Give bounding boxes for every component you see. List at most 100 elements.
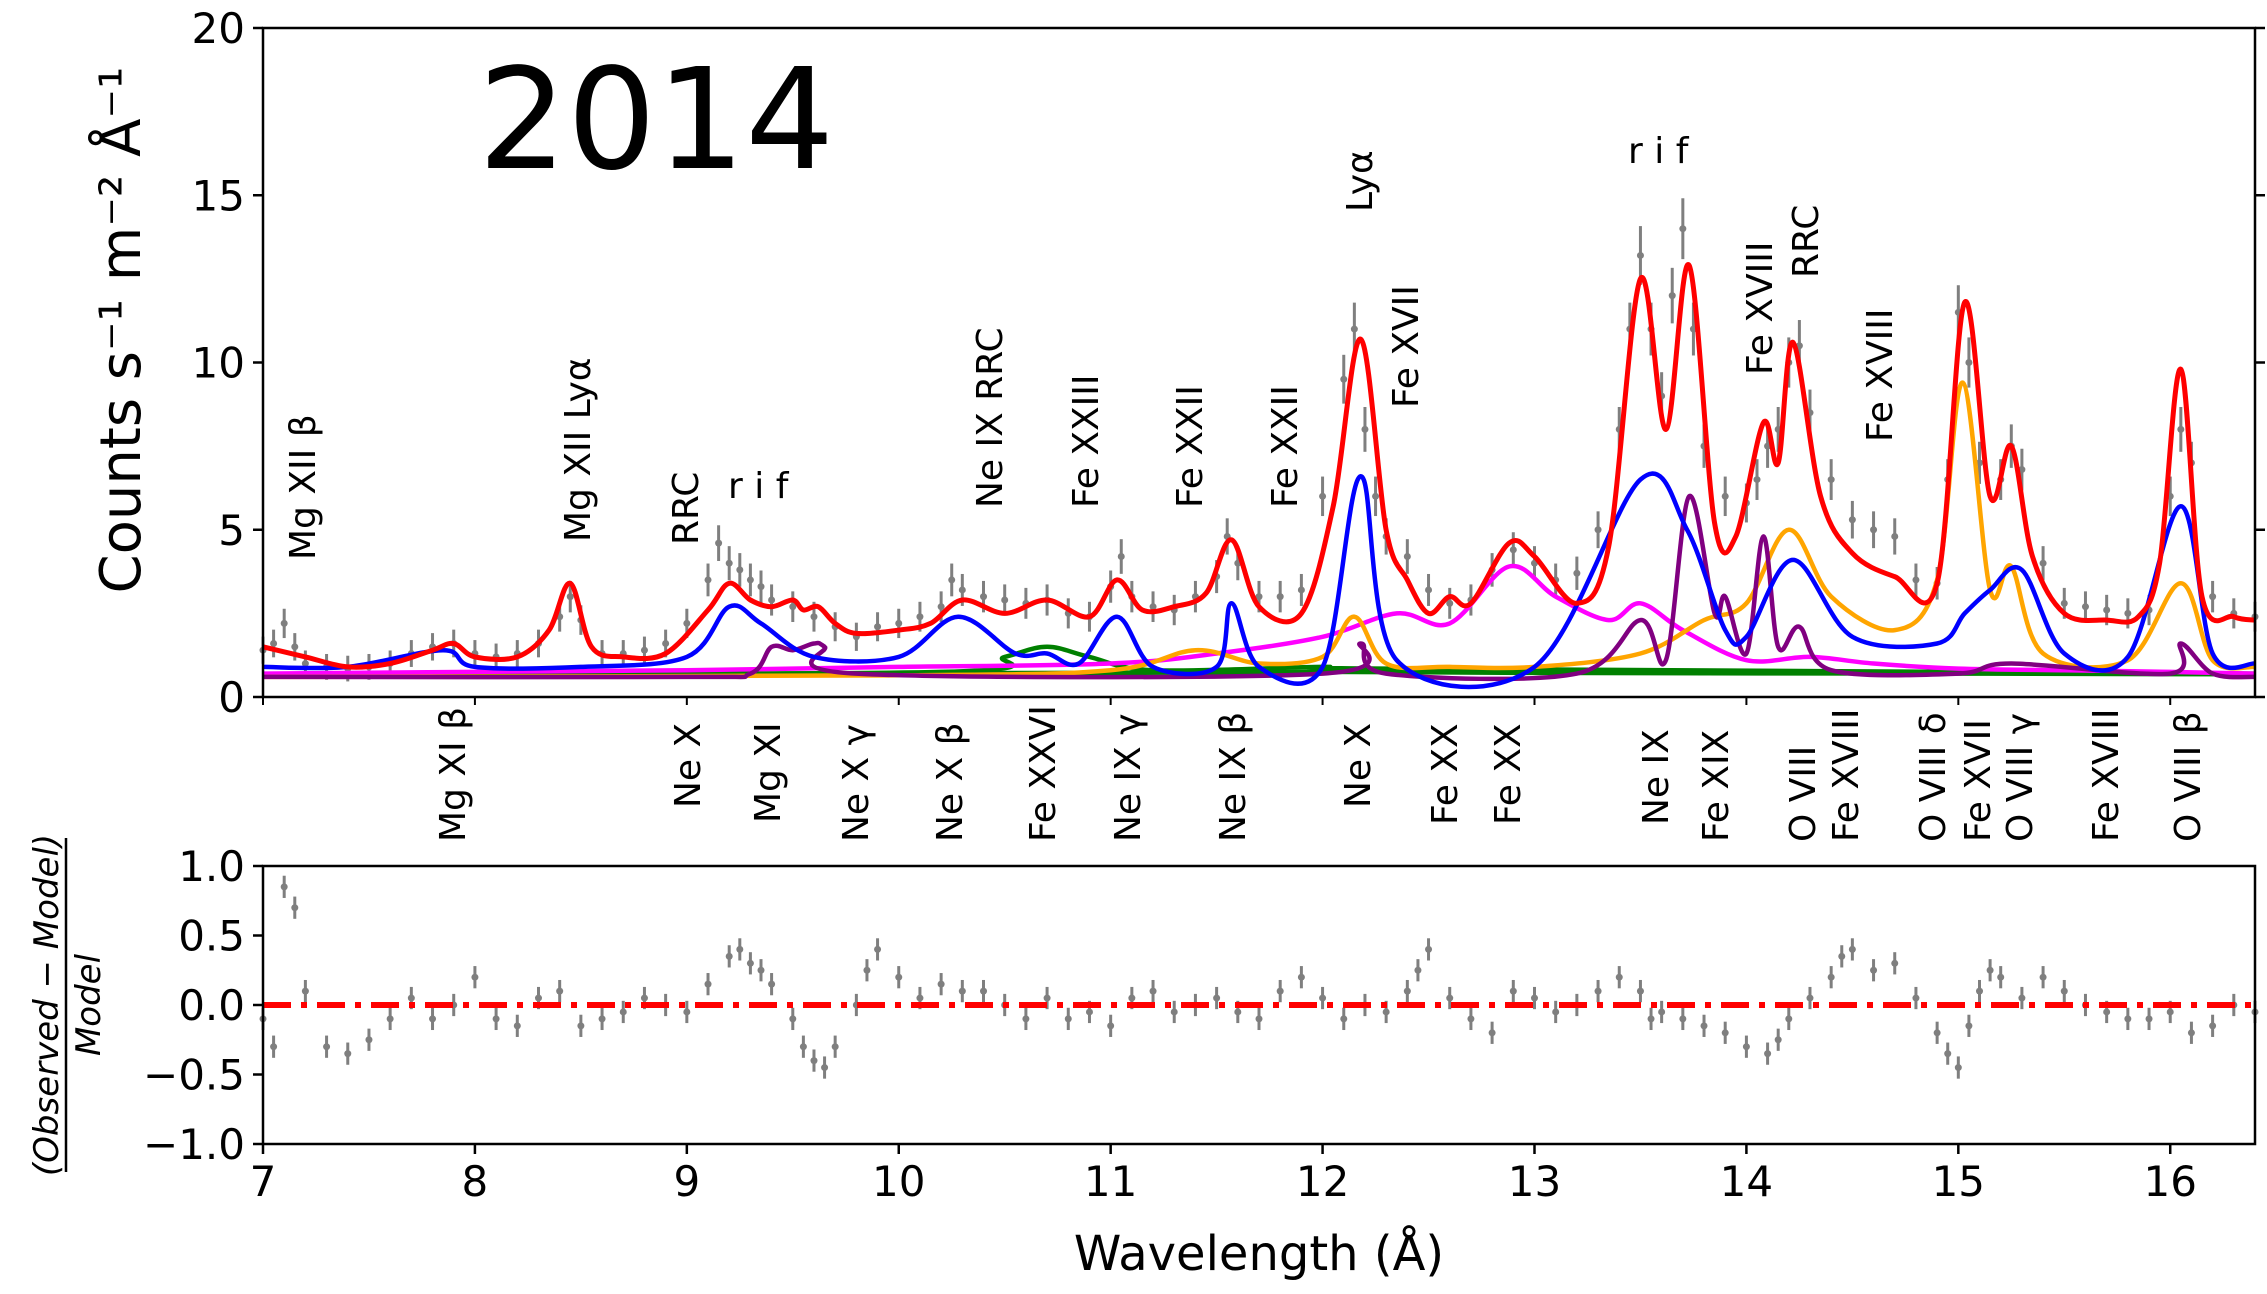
observed-point — [1403, 553, 1411, 561]
residual-point — [429, 1015, 437, 1023]
observed-point — [2124, 609, 2132, 617]
top-line-labels: Mg XII β Mg XII Lyα RRC r i f Ne IX RRC … — [283, 131, 1901, 560]
residual-point — [937, 980, 945, 988]
observed-point — [874, 623, 882, 631]
line-label-ne9-beta: Ne IX β — [1213, 712, 1254, 842]
residual-ylabel-numerator: (Observed − Model) — [27, 834, 67, 1176]
residual-point — [1446, 994, 1454, 1002]
line-label-fe17: Fe XVII — [1386, 285, 1427, 408]
residual-point — [757, 966, 765, 974]
line-label-o8-beta: O VIII β — [2168, 711, 2209, 842]
line-label-ne9: Ne IX — [1636, 729, 1677, 825]
residual-y-tick-label: 0.0 — [178, 981, 245, 1030]
line-label-fe22-2: Fe XXII — [1265, 385, 1306, 508]
residual-point — [1255, 1015, 1263, 1023]
residual-point — [1636, 987, 1644, 995]
residual-point — [799, 1043, 807, 1051]
observed-point — [1870, 526, 1878, 534]
x-tick-label: 8 — [462, 1157, 489, 1206]
observed-point — [1509, 546, 1517, 554]
residual-point — [2060, 987, 2068, 995]
line-label-ne9-gamma: Ne IX γ — [1108, 713, 1149, 842]
residual-point — [1615, 973, 1623, 981]
residual-point — [1509, 987, 1517, 995]
residual-point — [863, 966, 871, 974]
line-label-o8-gamma: O VIII γ — [2000, 713, 2041, 842]
residual-point — [1170, 1008, 1178, 1016]
residual-point — [1425, 945, 1433, 953]
observed-point — [757, 583, 765, 591]
observed-point — [1446, 599, 1454, 607]
residual-point — [1986, 966, 1994, 974]
observed-point — [958, 586, 966, 594]
observed-point — [1255, 593, 1263, 601]
x-tick-label: 11 — [1084, 1157, 1137, 1206]
residual-y-tick-label: 0.5 — [178, 912, 245, 961]
observed-point — [937, 603, 945, 611]
residual-point — [492, 1015, 500, 1023]
residual-point — [725, 952, 733, 960]
observed-point — [662, 639, 670, 647]
residual-point — [1085, 1008, 1093, 1016]
observed-point — [1827, 476, 1835, 484]
residual-point — [1870, 966, 1878, 974]
observed-point — [301, 660, 309, 668]
residual-point — [1340, 1015, 1348, 1023]
residual-point — [1944, 1050, 1952, 1058]
residual-point — [1107, 1022, 1115, 1030]
observed-point — [2039, 559, 2047, 567]
observed-point — [1276, 593, 1284, 601]
residual-point — [513, 1022, 521, 1030]
residual-point — [640, 994, 648, 1002]
observed-point — [736, 566, 744, 574]
observed-point — [746, 576, 754, 584]
residual-point — [598, 1015, 606, 1023]
line-label-ne10-1: Ne X — [668, 723, 709, 808]
residual-point — [736, 945, 744, 953]
line-label-mg11: Mg XI — [748, 722, 789, 823]
residual-point — [344, 1050, 352, 1058]
spectrum-y-ticks: 0 5 10 15 20 — [192, 4, 2265, 722]
line-label-fe19: Fe XIX — [1696, 730, 1737, 842]
residual-point — [1530, 994, 1538, 1002]
residual-point — [1149, 987, 1157, 995]
line-label-mg12-lya: Mg XII Lyα — [558, 358, 599, 542]
line-label-mg11-beta: Mg XI β — [433, 707, 474, 842]
residual-point — [323, 1043, 331, 1051]
observed-point — [810, 613, 818, 621]
observed-point — [683, 619, 691, 627]
line-label-mg12-beta: Mg XII β — [283, 414, 324, 560]
spectrum-series-layer — [259, 198, 2259, 690]
spectrum-y-axis-label: Counts s⁻¹ m⁻² Å⁻¹ — [88, 67, 154, 594]
residual-point — [1234, 1008, 1242, 1016]
bottom-line-labels: Mg XI β Ne X Mg XI Ne X γ Ne X β Fe XXVI… — [433, 705, 2209, 842]
line-label-lya: Lyα — [1340, 150, 1381, 212]
line-label-fe18-3: Fe XVIII — [1826, 709, 1867, 842]
residual-point — [1806, 994, 1814, 1002]
residual-point — [1319, 994, 1327, 1002]
residual-point — [280, 883, 288, 891]
x-tick-label: 12 — [1296, 1157, 1349, 1206]
observed-point — [1361, 425, 1369, 433]
residual-point — [874, 945, 882, 953]
observed-point — [2060, 599, 2068, 607]
residual-point — [1742, 1043, 1750, 1051]
observed-point — [1350, 325, 1358, 333]
total-model-line — [262, 262, 2256, 670]
y-tick-label: 15 — [192, 171, 245, 220]
line-label-fe23: Fe XXIII — [1066, 374, 1107, 508]
residual-point — [407, 994, 415, 1002]
line-label-fe22-1: Fe XXII — [1170, 385, 1211, 508]
spectrum-panel: 0 5 10 15 20 2014 Counts s⁻¹ m⁻² Å⁻¹ Mg XII … — [88, 4, 2265, 842]
line-label-fe26: Fe XXVI — [1023, 705, 1064, 842]
observed-point — [1340, 375, 1348, 383]
residual-point — [1128, 994, 1136, 1002]
observed-point — [2103, 606, 2111, 614]
residual-point — [1764, 1050, 1772, 1058]
observed-point — [280, 619, 288, 627]
residual-point — [534, 994, 542, 1002]
residual-y-tick-label: 1.0 — [178, 842, 245, 891]
residual-point — [1954, 1064, 1962, 1072]
observed-point — [1636, 251, 1644, 259]
